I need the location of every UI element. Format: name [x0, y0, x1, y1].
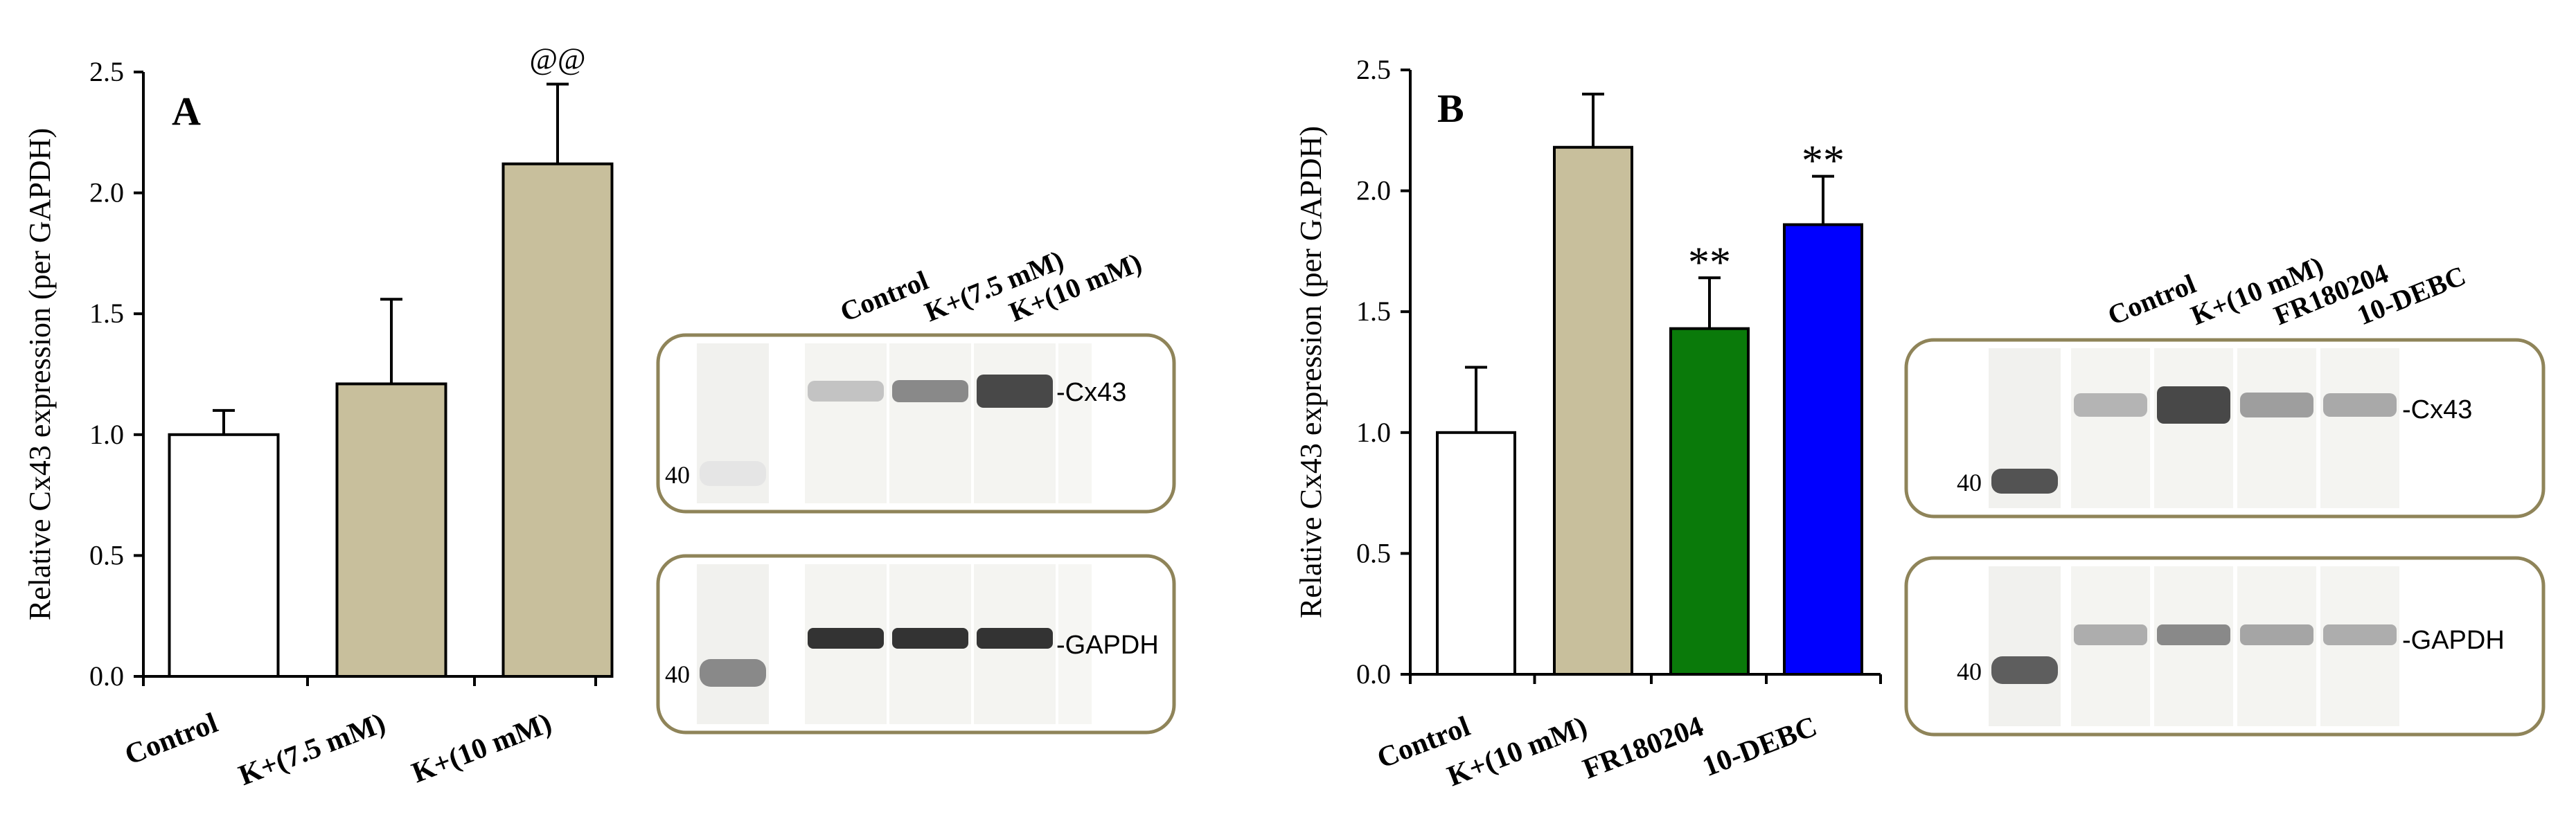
- y-axis-title: Relative Cx43 expression (per GAPDH): [1294, 126, 1328, 618]
- sample-lane: [2071, 348, 2150, 508]
- sample-lane: [805, 343, 887, 503]
- sample-lane: [2154, 348, 2233, 508]
- y-tick-label: 1.5: [1356, 296, 1391, 327]
- y-tick-label: 2.5: [1356, 54, 1391, 85]
- sample-lane: [1058, 343, 1092, 503]
- band-label-cx43: -Cx43: [1056, 378, 1126, 407]
- band-label-gapdh: -GAPDH: [2402, 626, 2505, 655]
- cx43-band: [2074, 393, 2147, 417]
- y-tick-label: 1.0: [89, 419, 124, 450]
- sample-lane: [2071, 566, 2150, 726]
- cx43-band: [2240, 393, 2313, 417]
- gapdh-band: [2074, 624, 2147, 645]
- y-tick-label: 2.5: [89, 56, 124, 87]
- sample-lane: [2237, 348, 2316, 508]
- significance-annotation: **: [1802, 138, 1845, 185]
- y-axis-title: Relative Cx43 expression (per GAPDH): [23, 128, 57, 620]
- marker-band: [1991, 469, 2058, 494]
- y-tick-label: 0.5: [89, 539, 124, 570]
- sample-lane: [2320, 566, 2399, 726]
- sample-lane: [1058, 564, 1092, 724]
- bar: [168, 433, 280, 678]
- y-tick-label: 0.0: [89, 660, 124, 692]
- x-category-label: Control: [121, 707, 222, 771]
- bar: [335, 382, 447, 678]
- cx43-band: [2323, 393, 2397, 417]
- bar: [1783, 223, 1863, 676]
- significance-annotation: @@: [529, 42, 585, 75]
- marker-lane: [1989, 566, 2061, 726]
- marker-label: 40: [1957, 658, 1982, 685]
- band-label-cx43: -Cx43: [2402, 395, 2472, 424]
- lane-label: Control: [2104, 268, 2201, 331]
- y-tick-label: 0.0: [1356, 658, 1391, 690]
- marker-label: 40: [665, 660, 690, 688]
- marker-band: [1991, 656, 2058, 684]
- cx43-band: [892, 380, 968, 402]
- lane-label: Control: [836, 264, 933, 327]
- marker-lane: [697, 564, 769, 724]
- marker-label: 40: [665, 461, 690, 489]
- bar: [1669, 327, 1750, 676]
- cx43-band: [977, 375, 1053, 408]
- cx43-band: [808, 381, 884, 402]
- panel-letter: A: [172, 89, 201, 134]
- bar: [1553, 145, 1633, 676]
- marker-label: 40: [1957, 469, 1982, 496]
- gapdh-band: [2323, 624, 2397, 645]
- y-tick-label: 2.0: [1356, 175, 1391, 206]
- x-category-label: K+(7.5 mM): [235, 707, 390, 792]
- y-tick-label: 2.0: [89, 177, 124, 208]
- gapdh-band: [977, 628, 1053, 649]
- bar: [1436, 431, 1516, 676]
- band-label-gapdh: -GAPDH: [1056, 631, 1159, 660]
- sample-lane: [2237, 566, 2316, 726]
- gapdh-band: [892, 628, 968, 649]
- y-tick-label: 1.0: [1356, 417, 1391, 448]
- sample-lane: [2320, 348, 2399, 508]
- cx43-band: [2157, 386, 2230, 424]
- sample-lane: [889, 343, 971, 503]
- marker-band: [700, 461, 766, 486]
- panel-letter: B: [1437, 86, 1464, 131]
- sample-lane: [974, 343, 1056, 503]
- significance-annotation: **: [1688, 239, 1731, 286]
- x-category-label: 10-DEBC: [1698, 710, 1822, 783]
- sample-lane: [2154, 566, 2233, 726]
- x-category-label: FR180204: [1579, 710, 1707, 785]
- y-tick-label: 1.5: [89, 298, 124, 329]
- x-category-label: K+(10 mM): [407, 707, 556, 789]
- bar: [501, 162, 614, 678]
- marker-band: [700, 659, 766, 687]
- y-tick-label: 0.5: [1356, 537, 1391, 568]
- gapdh-band: [2240, 624, 2313, 645]
- chart-panel-a: 0.0 0.5 1.0 1.5 2.0 2.5 Control K+(7.5 mM) @@ K+(…: [23, 42, 614, 792]
- gapdh-band: [2157, 624, 2230, 645]
- gapdh-band: [808, 628, 884, 649]
